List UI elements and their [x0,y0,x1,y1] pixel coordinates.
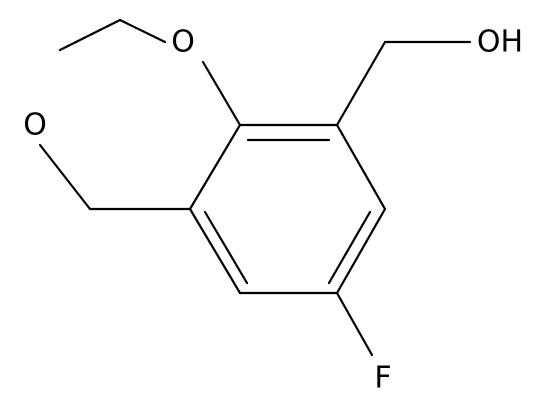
atom-label: O [171,25,195,60]
bond [201,60,242,127]
bond [327,210,372,285]
bond [335,123,387,211]
bond [118,18,167,44]
bond [203,210,249,285]
bond [335,291,374,357]
atom-label: F [374,361,391,396]
bond [335,40,387,127]
bond [335,207,387,295]
bond [188,207,242,295]
bonds [38,18,472,357]
bond [38,143,92,211]
bond [58,18,122,52]
atom-label: O [23,108,47,143]
bond [188,123,242,211]
atom-label: OH [477,25,523,60]
